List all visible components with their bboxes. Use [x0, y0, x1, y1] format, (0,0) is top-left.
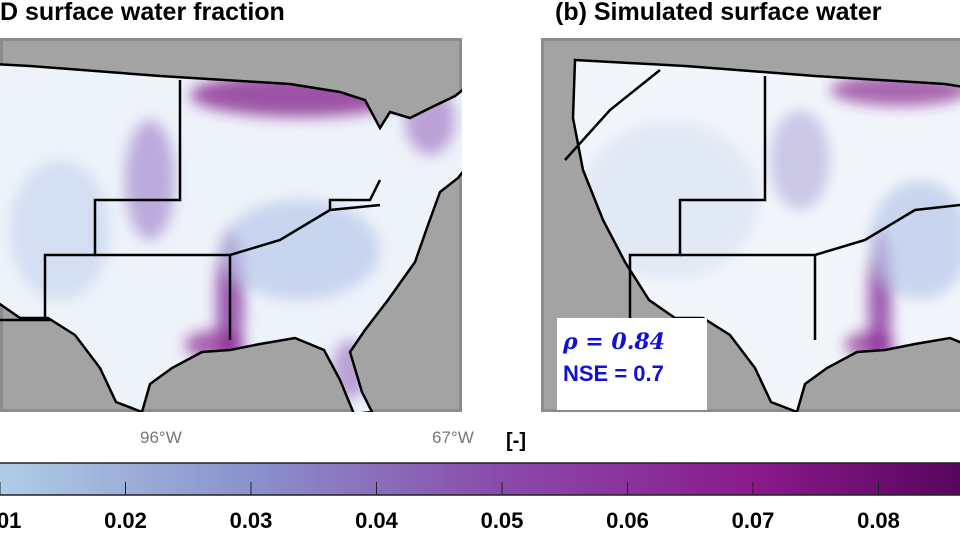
maps-figure [0, 38, 960, 412]
region-boundaries [0, 80, 382, 340]
colorbar-tick-label: 0.06 [606, 508, 649, 533]
colorbar-tick-label: 0.04 [355, 508, 398, 533]
map-panel-a [0, 38, 462, 412]
colorbar-gradient [0, 462, 960, 496]
correlation-label: ρ = 0.84 [563, 329, 665, 355]
surface-water-patches [580, 74, 960, 370]
longitude-label: 96°W [140, 428, 182, 447]
map-panel-b [541, 38, 960, 412]
region-boundaries [564, 69, 960, 340]
panel-b-title: (b) Simulated surface water [555, 0, 882, 26]
colorbar-tick-label: 0.05 [480, 508, 524, 533]
colorbar-tick-label: 0.03 [229, 508, 273, 533]
metrics-box: ρ = 0.84 NSE = 0.7 [557, 318, 707, 410]
colorbar [0, 462, 960, 496]
nse-label: NSE = 0.7 [563, 361, 664, 386]
colorbar-tick-label: 0.07 [731, 508, 775, 533]
colorbar-tick-label: 0.01 [0, 508, 22, 533]
colorbar-tick-label: 0.08 [857, 508, 900, 533]
colorbar-unit: [-] [506, 430, 526, 452]
panel-a-title: D surface water fraction [0, 0, 285, 26]
colorbar-tick-label: 0.02 [104, 508, 147, 533]
longitude-label: 67°W [432, 428, 474, 447]
